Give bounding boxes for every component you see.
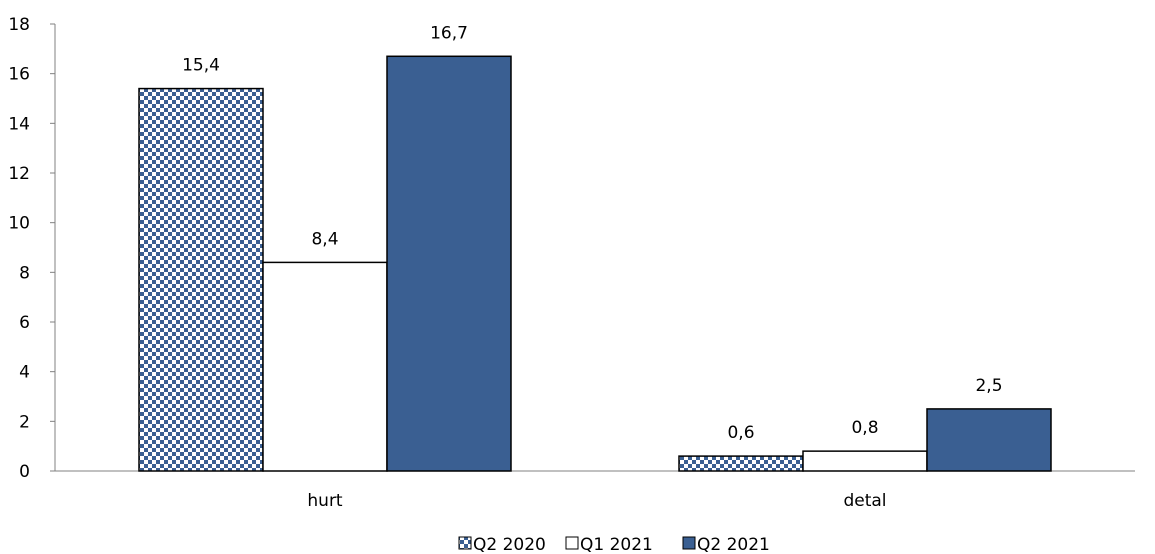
legend-label: Q1 2021 [580, 535, 653, 554]
y-tick-label: 8 [19, 263, 30, 283]
data-label: 16,7 [430, 23, 468, 43]
bar [678, 455, 804, 472]
legend-swatch [565, 536, 579, 550]
data-label: 8,4 [311, 229, 338, 249]
bar [802, 450, 928, 472]
y-tick-label: 12 [8, 164, 30, 184]
data-label: 2,5 [975, 376, 1002, 396]
legend-swatch [458, 536, 472, 550]
bar [926, 408, 1052, 472]
bar [138, 87, 264, 472]
category-label: hurt [307, 491, 343, 511]
bar [386, 55, 512, 472]
y-tick-label: 4 [19, 363, 30, 383]
legend: Q2 2020 Q1 2021 Q2 2021 [458, 535, 770, 554]
legend-label: Q2 2021 [697, 535, 770, 554]
data-label: 0,6 [727, 423, 754, 443]
bar [262, 261, 388, 472]
category-label: detal [843, 491, 886, 511]
data-label: 0,8 [851, 418, 878, 438]
y-tick-label: 16 [8, 65, 30, 85]
legend-swatch [682, 536, 696, 550]
data-label: 15,4 [182, 56, 220, 76]
y-tick-label: 6 [19, 313, 30, 333]
legend-label: Q2 2020 [473, 535, 546, 554]
y-tick-label: 14 [8, 114, 30, 134]
y-tick-label: 0 [19, 462, 30, 482]
y-tick-label: 18 [8, 15, 30, 35]
bars [138, 55, 1052, 472]
axes: 0 2 4 6 8 10 12 14 16 18 hurt detal [8, 15, 1135, 511]
y-tick-label: 2 [19, 412, 30, 432]
y-tick-label: 10 [8, 214, 30, 234]
data-labels: 15,4 8,4 16,7 0,6 0,8 2,5 [182, 23, 1002, 443]
